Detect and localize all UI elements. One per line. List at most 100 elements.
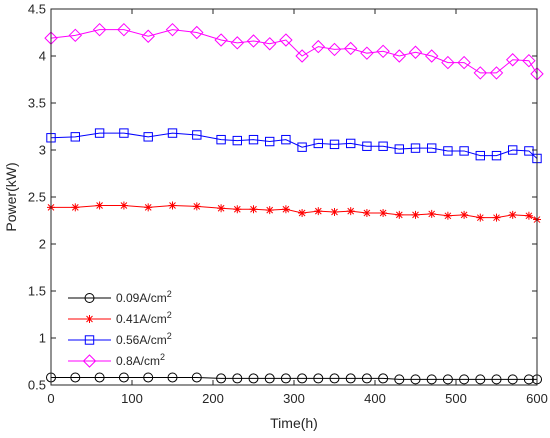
data-point bbox=[281, 205, 290, 214]
data-point bbox=[376, 44, 390, 59]
data-point bbox=[362, 141, 372, 151]
legend-entry-3: 0.56A/cm2 bbox=[68, 331, 172, 347]
data-point bbox=[394, 144, 405, 154]
data-point bbox=[248, 134, 259, 145]
axes-layer: 0 100 200 300 400 500 600 0.5 1 1.5 2 2.5 3 3.5 4 4.5 bbox=[28, 2, 548, 407]
data-point bbox=[378, 141, 388, 151]
data-point bbox=[117, 22, 131, 37]
data-point bbox=[523, 374, 534, 385]
data-point bbox=[262, 37, 277, 51]
data-point bbox=[119, 128, 129, 138]
x-tick-label: 400 bbox=[364, 391, 386, 406]
data-point bbox=[329, 373, 340, 384]
data-point bbox=[313, 138, 324, 149]
y-tick-label: 2.5 bbox=[28, 190, 46, 205]
x-tick-label: 300 bbox=[283, 391, 305, 406]
data-point bbox=[311, 39, 326, 54]
data-point bbox=[330, 208, 339, 217]
y-tick-label: 3 bbox=[39, 143, 46, 158]
legend-entry-4: 0.8A/cm2 bbox=[68, 352, 165, 368]
series-line bbox=[50, 29, 538, 75]
data-point bbox=[248, 373, 259, 384]
data-point bbox=[411, 210, 420, 219]
data-point bbox=[507, 374, 518, 385]
data-point bbox=[476, 213, 485, 222]
data-point bbox=[346, 138, 356, 149]
data-point bbox=[297, 142, 307, 152]
data-point bbox=[346, 207, 355, 216]
data-point bbox=[522, 53, 536, 68]
data-point bbox=[167, 128, 178, 138]
data-point bbox=[410, 143, 421, 153]
data-point bbox=[265, 206, 274, 215]
x-tick-label: 100 bbox=[121, 391, 143, 406]
data-point bbox=[70, 132, 80, 142]
data-point bbox=[281, 134, 291, 145]
data-point bbox=[143, 132, 153, 142]
data-point bbox=[280, 373, 291, 384]
x-tick-label: 500 bbox=[445, 391, 467, 406]
data-point bbox=[232, 135, 243, 146]
data-point bbox=[190, 25, 204, 40]
series-3 bbox=[46, 128, 542, 164]
data-point bbox=[443, 146, 453, 156]
data-point bbox=[459, 374, 470, 385]
x-axis-label: Time(h) bbox=[270, 415, 318, 431]
legend-label: 0.8A/cm2 bbox=[116, 352, 165, 368]
data-point bbox=[249, 205, 258, 214]
data-point bbox=[279, 33, 293, 47]
y-tick-label: 4.5 bbox=[28, 2, 46, 17]
data-point bbox=[524, 146, 534, 156]
data-point bbox=[362, 208, 371, 217]
data-point bbox=[460, 210, 469, 219]
data-point bbox=[426, 374, 437, 385]
data-point bbox=[143, 372, 154, 383]
data-point bbox=[489, 66, 504, 80]
series-layer bbox=[44, 22, 544, 385]
y-tick-label: 3.5 bbox=[28, 96, 46, 111]
y-tick-label: 1 bbox=[39, 331, 46, 346]
data-point bbox=[508, 145, 518, 155]
data-point bbox=[361, 373, 372, 384]
series-2 bbox=[47, 201, 541, 224]
series-line bbox=[51, 204, 538, 221]
legend-marker bbox=[85, 315, 94, 323]
data-point bbox=[505, 53, 520, 67]
data-point bbox=[94, 128, 105, 138]
data-point bbox=[191, 372, 202, 383]
data-point bbox=[345, 373, 356, 384]
data-point bbox=[70, 372, 81, 383]
data-point bbox=[360, 46, 374, 60]
series-line bbox=[50, 132, 538, 159]
data-point bbox=[216, 134, 226, 145]
data-point bbox=[192, 130, 202, 140]
plot-area bbox=[51, 9, 537, 385]
data-point bbox=[232, 373, 243, 384]
data-point bbox=[313, 373, 324, 384]
data-point bbox=[492, 213, 501, 222]
data-point bbox=[217, 204, 226, 213]
data-point bbox=[327, 42, 342, 57]
data-point bbox=[427, 209, 436, 218]
data-point bbox=[491, 150, 502, 161]
data-point bbox=[457, 55, 471, 70]
data-point bbox=[95, 201, 104, 210]
data-point bbox=[118, 372, 129, 383]
data-point bbox=[246, 34, 261, 48]
data-point bbox=[92, 22, 107, 37]
data-point bbox=[265, 136, 275, 147]
legend-label: 0.09A/cm2 bbox=[116, 289, 172, 305]
x-tick-label: 0 bbox=[47, 391, 54, 406]
data-point bbox=[314, 207, 323, 216]
data-point bbox=[473, 66, 488, 80]
legend-label: 0.41A/cm2 bbox=[116, 310, 172, 326]
data-point bbox=[475, 374, 486, 385]
data-point bbox=[165, 22, 180, 37]
legend-marker bbox=[82, 354, 97, 368]
data-point bbox=[68, 28, 83, 43]
legend-entry-2: 0.41A/cm2 bbox=[68, 310, 172, 326]
legend-entry-1: 0.09A/cm2 bbox=[68, 289, 172, 305]
data-point bbox=[233, 205, 242, 214]
data-point bbox=[459, 146, 469, 156]
